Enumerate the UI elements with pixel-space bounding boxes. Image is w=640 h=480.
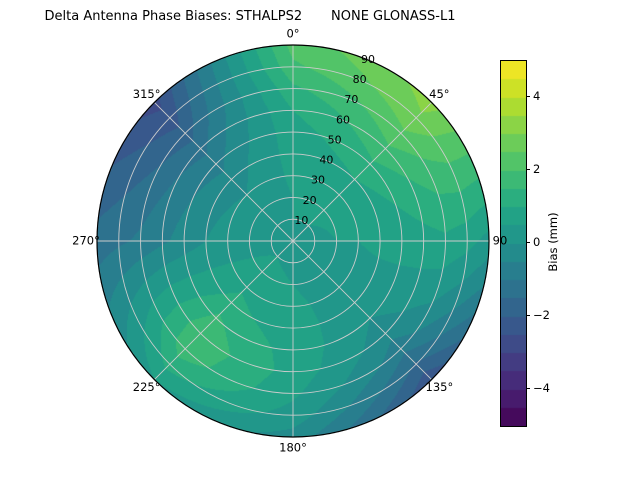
angular-tick-label: 270° bbox=[72, 234, 100, 248]
colorbar-tick-label: 0 bbox=[533, 235, 540, 249]
colorbar-canvas bbox=[500, 60, 527, 427]
angular-tick-label: 0° bbox=[286, 27, 299, 41]
colorbar-tick-label: 2 bbox=[533, 162, 540, 176]
polar-contour-canvas bbox=[97, 45, 489, 437]
colorbar-tick-label: −2 bbox=[533, 308, 550, 322]
colorbar-axis-label: Bias (mm) bbox=[546, 212, 560, 272]
colorbar-tick-label: 4 bbox=[533, 89, 540, 103]
plot-title: Delta Antenna Phase Biases: STHALPS2 NON… bbox=[44, 9, 456, 24]
colorbar-tick-label: −4 bbox=[533, 381, 550, 395]
angular-tick-label: 180° bbox=[279, 441, 307, 455]
